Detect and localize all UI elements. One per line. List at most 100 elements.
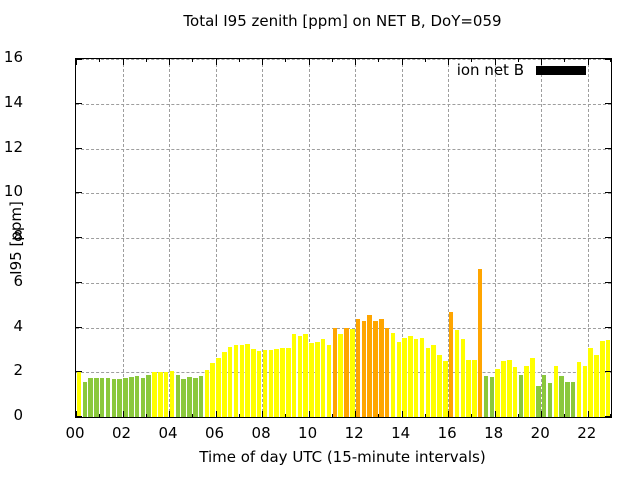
y-tick-label: 4 — [13, 316, 23, 335]
grid-line-h — [76, 193, 611, 195]
y-tick-mark — [605, 416, 611, 417]
bar-13:00 — [379, 318, 384, 417]
x-tick-mark — [76, 411, 77, 417]
grid-line-v — [541, 59, 543, 417]
bar-05:45 — [210, 363, 215, 417]
bar-17:15 — [477, 269, 483, 417]
bar-22:00 — [588, 347, 593, 417]
grid-line-h — [76, 327, 611, 329]
bar-18:00 — [495, 368, 500, 417]
bar-14:30 — [413, 338, 419, 417]
bar-11:30 — [344, 327, 349, 417]
x-tick-mark — [192, 59, 194, 62]
bar-18:45 — [512, 366, 518, 417]
x-tick-label: 16 — [437, 424, 457, 442]
y-tick-mark — [76, 147, 82, 149]
x-tick-mark — [541, 411, 543, 417]
y-tick-mark — [76, 326, 82, 328]
bar-12:15 — [361, 320, 367, 417]
x-tick-mark — [238, 59, 240, 62]
y-tick-mark — [605, 147, 611, 149]
bar-04:30 — [181, 378, 186, 417]
x-tick-mark — [401, 59, 403, 65]
x-tick-mark — [215, 411, 217, 417]
grid-line-v — [355, 59, 357, 417]
y-tick-mark — [605, 192, 611, 194]
x-tick-mark — [355, 59, 357, 65]
x-tick-label: 14 — [391, 424, 411, 442]
bar-10:45 — [326, 345, 332, 417]
y-tick-mark — [76, 281, 82, 283]
bar-20:00 — [541, 374, 547, 417]
bar-21:30 — [576, 362, 582, 417]
bar-12:30 — [367, 315, 372, 417]
bar-14:45 — [419, 337, 425, 417]
y-tick-mark — [605, 326, 611, 328]
x-tick-mark — [587, 59, 589, 65]
bar-06:45 — [233, 345, 239, 417]
plot-area — [75, 58, 612, 418]
bar-19:00 — [518, 374, 524, 417]
x-tick-mark — [494, 59, 496, 65]
bar-10:15 — [315, 342, 320, 417]
x-tick-mark — [378, 59, 380, 62]
x-tick-mark — [122, 59, 124, 65]
x-tick-label: 08 — [251, 424, 271, 442]
bar-01:45 — [117, 378, 122, 417]
legend-swatch — [536, 66, 586, 75]
y-tick-label: 2 — [13, 361, 23, 380]
bar-17:00 — [472, 359, 477, 417]
bar-11:15 — [338, 334, 343, 417]
bar-00:30 — [88, 377, 93, 417]
x-tick-mark — [308, 59, 310, 65]
bar-08:00 — [262, 349, 268, 417]
bar-08:45 — [280, 347, 285, 417]
bar-04:45 — [187, 376, 192, 417]
bar-13:15 — [384, 327, 390, 417]
x-tick-mark — [262, 411, 264, 417]
bar-09:15 — [291, 334, 297, 417]
bar-15:00 — [425, 347, 431, 417]
bar-06:15 — [222, 352, 227, 417]
bar-10:30 — [320, 338, 326, 417]
x-tick-mark — [285, 414, 287, 417]
grid-line-v — [215, 59, 217, 417]
legend-label: ion net B — [456, 61, 524, 79]
grid-line-h — [76, 59, 611, 60]
x-tick-mark — [99, 59, 101, 62]
x-tick-label: 04 — [158, 424, 178, 442]
grid-line-v — [494, 59, 496, 417]
bar-06:00 — [216, 357, 221, 417]
bar-00:00 — [76, 371, 82, 417]
bar-07:30 — [251, 348, 256, 417]
x-tick-label: 10 — [298, 424, 318, 442]
x-tick-label: 06 — [205, 424, 225, 442]
x-tick-mark — [122, 411, 124, 417]
bar-11:00 — [332, 327, 338, 417]
x-tick-mark — [448, 59, 450, 65]
bar-10:00 — [309, 343, 314, 417]
x-tick-label: 20 — [530, 424, 550, 442]
bar-16:00 — [448, 311, 454, 417]
bar-04:15 — [175, 374, 181, 417]
x-tick-mark — [192, 414, 194, 417]
bar-07:15 — [245, 344, 250, 417]
y-tick-mark — [605, 59, 611, 60]
y-tick-label: 10 — [3, 182, 23, 201]
bar-01:15 — [105, 377, 111, 417]
x-tick-mark — [145, 59, 147, 62]
bar-06:30 — [227, 346, 233, 417]
x-tick-label: 02 — [111, 424, 132, 442]
y-tick-mark — [76, 59, 82, 60]
x-tick-mark — [378, 414, 380, 417]
y-tick-mark — [605, 371, 611, 373]
bar-07:00 — [239, 345, 245, 417]
bar-13:30 — [390, 333, 396, 417]
bar-14:00 — [402, 337, 407, 417]
bar-21:00 — [565, 382, 570, 417]
x-tick-mark — [564, 59, 566, 62]
grid-line-h — [76, 103, 611, 105]
y-tick-label: 14 — [3, 92, 23, 111]
bar-08:30 — [274, 348, 279, 417]
